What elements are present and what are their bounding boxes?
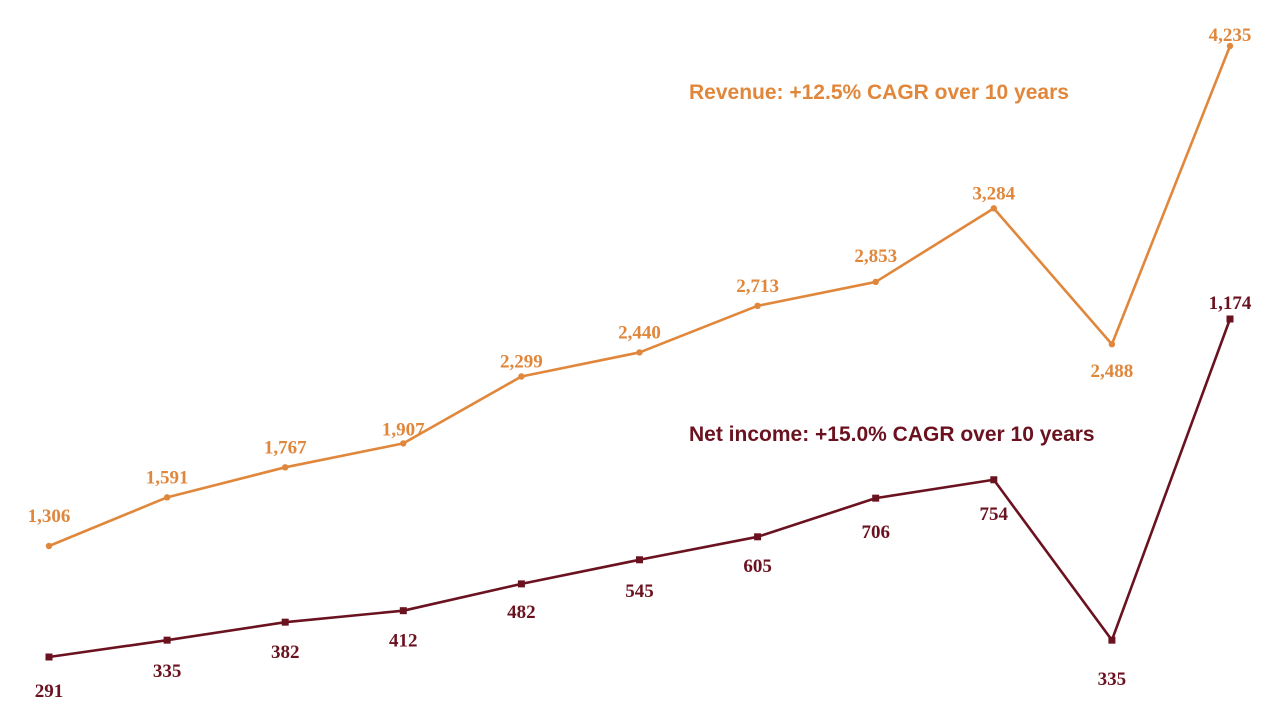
data-label-revenue: 1,767	[264, 437, 307, 458]
data-label-revenue: 2,299	[500, 351, 543, 372]
annotation-revenue: Revenue: +12.5% CAGR over 10 years	[689, 81, 1069, 104]
data-label-net-income: 545	[625, 581, 654, 602]
annotation-net-income: Net income: +15.0% CAGR over 10 years	[689, 423, 1095, 446]
data-point-net-income	[163, 636, 171, 644]
data-label-net-income: 412	[389, 631, 418, 652]
data-point-revenue	[1108, 341, 1116, 348]
data-point-revenue	[282, 464, 289, 471]
data-point-net-income	[399, 607, 407, 615]
series-revenue: 1,306 1,591 1,767 1,907 2,299 2,440 2,713 2,853…	[28, 25, 1252, 550]
data-label-net-income: 1,174	[1209, 293, 1252, 314]
data-point-net-income	[990, 476, 998, 484]
data-label-net-income: 382	[271, 642, 300, 663]
data-label-net-income: 335	[1098, 669, 1127, 690]
data-label-revenue: 1,907	[382, 419, 425, 440]
series-net-income: 291 335 382 412 482 545 605 706 754 335 1,174	[35, 293, 1252, 702]
data-label-net-income: 706	[861, 522, 890, 543]
data-label-revenue: 1,591	[146, 467, 189, 488]
data-label-revenue: 2,713	[736, 276, 779, 297]
data-label-revenue: 2,488	[1091, 361, 1134, 382]
data-label-net-income: 482	[507, 602, 536, 623]
data-point-revenue	[163, 494, 171, 501]
data-point-revenue	[45, 542, 53, 550]
data-point-revenue	[990, 205, 997, 212]
data-point-revenue	[518, 373, 525, 380]
data-point-net-income	[281, 618, 289, 626]
data-point-revenue	[636, 349, 643, 356]
data-label-revenue: 4,235	[1209, 25, 1252, 46]
data-point-net-income	[517, 580, 525, 588]
data-label-revenue: 2,440	[618, 322, 661, 343]
series-line-net-income	[48, 318, 1232, 659]
data-point-net-income	[45, 653, 53, 661]
series-layer: 1,306 1,591 1,767 1,907 2,299 2,440 2,713 2,853…	[28, 25, 1252, 702]
data-point-net-income	[754, 533, 762, 541]
data-label-revenue: 2,853	[854, 246, 897, 267]
data-label-net-income: 754	[980, 504, 1009, 525]
data-label-net-income: 605	[743, 556, 772, 577]
data-point-revenue	[400, 440, 407, 447]
data-label-net-income: 291	[35, 681, 64, 702]
data-label-net-income: 335	[153, 661, 182, 682]
data-point-net-income	[872, 494, 880, 502]
data-point-net-income	[1108, 636, 1116, 644]
data-label-revenue: 3,284	[972, 183, 1015, 204]
data-label-revenue: 1,306	[28, 506, 71, 527]
series-line-revenue	[48, 45, 1232, 548]
data-point-net-income	[1226, 315, 1234, 323]
data-point-revenue	[1226, 42, 1234, 50]
data-point-revenue	[754, 302, 761, 310]
data-point-net-income	[636, 556, 643, 564]
data-point-revenue	[872, 278, 879, 286]
